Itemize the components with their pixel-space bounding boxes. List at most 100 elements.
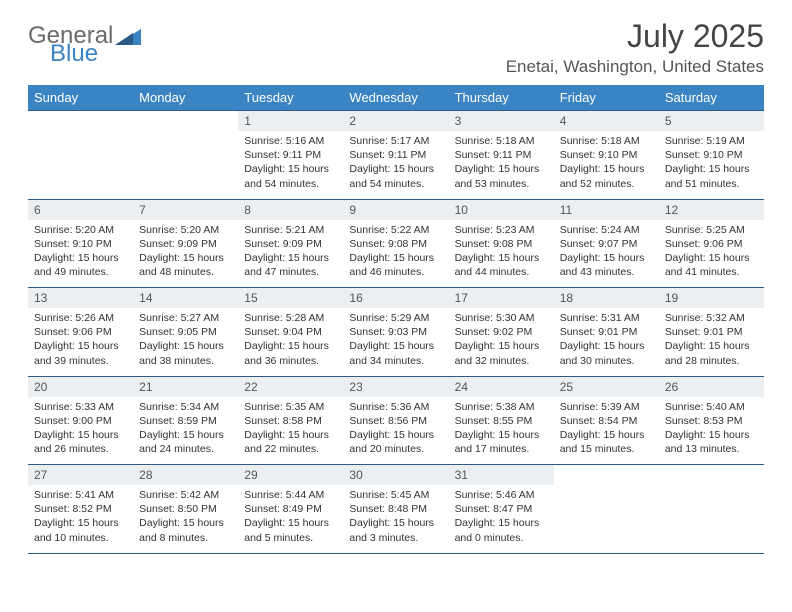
header: General Blue July 2025 Enetai, Washingto…: [28, 18, 764, 77]
daylight-line: Daylight: 15 hours and 10 minutes.: [34, 516, 127, 544]
sunrise-line: Sunrise: 5:18 AM: [560, 134, 653, 148]
sunrise-line: Sunrise: 5:16 AM: [244, 134, 337, 148]
sunrise-line: Sunrise: 5:29 AM: [349, 311, 442, 325]
sunset-line: Sunset: 8:54 PM: [560, 414, 653, 428]
day-cell: [28, 131, 133, 199]
day-number: 9: [343, 199, 448, 220]
logo: General Blue: [28, 24, 141, 66]
day-number: 16: [343, 288, 448, 309]
day-content-row: Sunrise: 5:26 AMSunset: 9:06 PMDaylight:…: [28, 308, 764, 376]
sunset-line: Sunset: 9:01 PM: [665, 325, 758, 339]
day-number: 25: [554, 376, 659, 397]
sunset-line: Sunset: 8:48 PM: [349, 502, 442, 516]
sunrise-line: Sunrise: 5:34 AM: [139, 400, 232, 414]
daylight-line: Daylight: 15 hours and 15 minutes.: [560, 428, 653, 456]
daylight-line: Daylight: 15 hours and 47 minutes.: [244, 251, 337, 279]
day-cell: Sunrise: 5:32 AMSunset: 9:01 PMDaylight:…: [659, 308, 764, 376]
sunrise-line: Sunrise: 5:19 AM: [665, 134, 758, 148]
sunset-line: Sunset: 9:11 PM: [455, 148, 548, 162]
sunset-line: Sunset: 9:10 PM: [665, 148, 758, 162]
day-number: 1: [238, 111, 343, 132]
day-number: 17: [449, 288, 554, 309]
day-cell: Sunrise: 5:40 AMSunset: 8:53 PMDaylight:…: [659, 397, 764, 465]
daylight-line: Daylight: 15 hours and 8 minutes.: [139, 516, 232, 544]
sunset-line: Sunset: 9:09 PM: [139, 237, 232, 251]
daylight-line: Daylight: 15 hours and 49 minutes.: [34, 251, 127, 279]
day-number: 28: [133, 465, 238, 486]
day-cell: Sunrise: 5:19 AMSunset: 9:10 PMDaylight:…: [659, 131, 764, 199]
sunset-line: Sunset: 9:10 PM: [560, 148, 653, 162]
daylight-line: Daylight: 15 hours and 20 minutes.: [349, 428, 442, 456]
sunrise-line: Sunrise: 5:30 AM: [455, 311, 548, 325]
day-number: 31: [449, 465, 554, 486]
day-cell: Sunrise: 5:17 AMSunset: 9:11 PMDaylight:…: [343, 131, 448, 199]
day-number: 26: [659, 376, 764, 397]
day-cell: [554, 485, 659, 553]
daylight-line: Daylight: 15 hours and 36 minutes.: [244, 339, 337, 367]
day-number: [133, 111, 238, 132]
sunset-line: Sunset: 8:53 PM: [665, 414, 758, 428]
sunset-line: Sunset: 9:04 PM: [244, 325, 337, 339]
day-number: 20: [28, 376, 133, 397]
day-cell: Sunrise: 5:35 AMSunset: 8:58 PMDaylight:…: [238, 397, 343, 465]
day-cell: Sunrise: 5:16 AMSunset: 9:11 PMDaylight:…: [238, 131, 343, 199]
sunset-line: Sunset: 8:47 PM: [455, 502, 548, 516]
day-number: 6: [28, 199, 133, 220]
day-number: 30: [343, 465, 448, 486]
sunrise-line: Sunrise: 5:40 AM: [665, 400, 758, 414]
sunset-line: Sunset: 8:56 PM: [349, 414, 442, 428]
day-cell: Sunrise: 5:26 AMSunset: 9:06 PMDaylight:…: [28, 308, 133, 376]
sunset-line: Sunset: 9:11 PM: [349, 148, 442, 162]
sunset-line: Sunset: 9:11 PM: [244, 148, 337, 162]
day-cell: Sunrise: 5:20 AMSunset: 9:10 PMDaylight:…: [28, 220, 133, 288]
day-header: Saturday: [659, 85, 764, 111]
sunset-line: Sunset: 8:58 PM: [244, 414, 337, 428]
sunrise-line: Sunrise: 5:36 AM: [349, 400, 442, 414]
day-number: 27: [28, 465, 133, 486]
day-number: 23: [343, 376, 448, 397]
page-title: July 2025: [506, 18, 764, 55]
daylight-line: Daylight: 15 hours and 28 minutes.: [665, 339, 758, 367]
day-cell: Sunrise: 5:31 AMSunset: 9:01 PMDaylight:…: [554, 308, 659, 376]
day-number: 4: [554, 111, 659, 132]
daylight-line: Daylight: 15 hours and 46 minutes.: [349, 251, 442, 279]
sunset-line: Sunset: 9:00 PM: [34, 414, 127, 428]
daylight-line: Daylight: 15 hours and 38 minutes.: [139, 339, 232, 367]
day-cell: Sunrise: 5:41 AMSunset: 8:52 PMDaylight:…: [28, 485, 133, 553]
sunrise-line: Sunrise: 5:17 AM: [349, 134, 442, 148]
day-number: 14: [133, 288, 238, 309]
daylight-line: Daylight: 15 hours and 52 minutes.: [560, 162, 653, 190]
sunset-line: Sunset: 8:50 PM: [139, 502, 232, 516]
daylight-line: Daylight: 15 hours and 30 minutes.: [560, 339, 653, 367]
sunset-line: Sunset: 9:05 PM: [139, 325, 232, 339]
day-header: Sunday: [28, 85, 133, 111]
day-header: Friday: [554, 85, 659, 111]
sunrise-line: Sunrise: 5:24 AM: [560, 223, 653, 237]
day-cell: Sunrise: 5:25 AMSunset: 9:06 PMDaylight:…: [659, 220, 764, 288]
sunrise-line: Sunrise: 5:28 AM: [244, 311, 337, 325]
daylight-line: Daylight: 15 hours and 43 minutes.: [560, 251, 653, 279]
daylight-line: Daylight: 15 hours and 24 minutes.: [139, 428, 232, 456]
sunrise-line: Sunrise: 5:21 AM: [244, 223, 337, 237]
daylight-line: Daylight: 15 hours and 48 minutes.: [139, 251, 232, 279]
day-content-row: Sunrise: 5:33 AMSunset: 9:00 PMDaylight:…: [28, 397, 764, 465]
daylight-line: Daylight: 15 hours and 51 minutes.: [665, 162, 758, 190]
day-number-row: 6789101112: [28, 199, 764, 220]
day-number: 22: [238, 376, 343, 397]
sunset-line: Sunset: 8:49 PM: [244, 502, 337, 516]
sunrise-line: Sunrise: 5:26 AM: [34, 311, 127, 325]
day-cell: Sunrise: 5:33 AMSunset: 9:00 PMDaylight:…: [28, 397, 133, 465]
sunrise-line: Sunrise: 5:38 AM: [455, 400, 548, 414]
day-cell: Sunrise: 5:29 AMSunset: 9:03 PMDaylight:…: [343, 308, 448, 376]
location: Enetai, Washington, United States: [506, 57, 764, 77]
day-number: [28, 111, 133, 132]
sunrise-line: Sunrise: 5:20 AM: [34, 223, 127, 237]
day-cell: Sunrise: 5:34 AMSunset: 8:59 PMDaylight:…: [133, 397, 238, 465]
title-block: July 2025 Enetai, Washington, United Sta…: [506, 18, 764, 77]
day-number-row: 12345: [28, 111, 764, 132]
daylight-line: Daylight: 15 hours and 54 minutes.: [244, 162, 337, 190]
sunrise-line: Sunrise: 5:46 AM: [455, 488, 548, 502]
sunset-line: Sunset: 9:10 PM: [34, 237, 127, 251]
day-number: 11: [554, 199, 659, 220]
day-cell: Sunrise: 5:27 AMSunset: 9:05 PMDaylight:…: [133, 308, 238, 376]
